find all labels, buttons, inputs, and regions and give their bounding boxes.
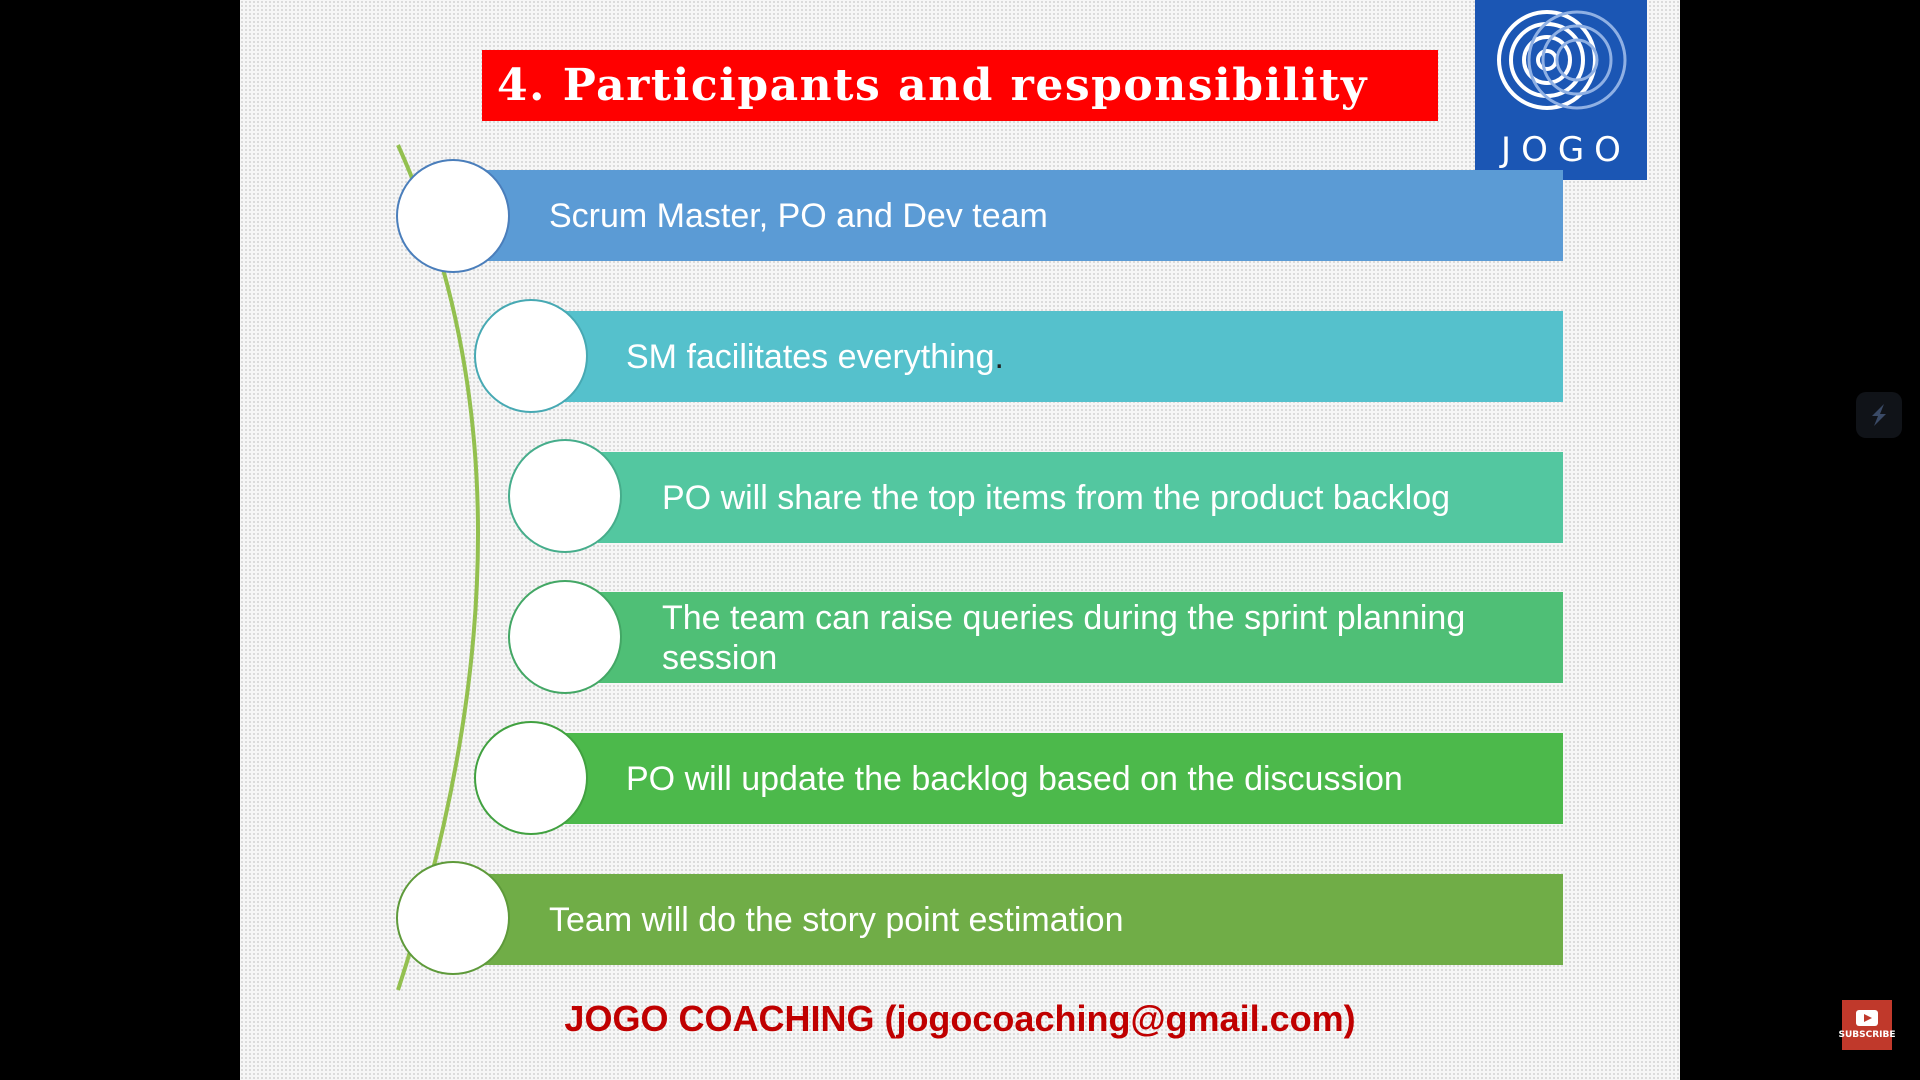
list-item: PO will update the backlog based on the …: [562, 733, 1563, 824]
list-item-text: PO will update the backlog based on the …: [626, 759, 1403, 798]
title-banner: 4. Participants and responsibility: [482, 50, 1438, 121]
list-bullet: [474, 299, 588, 413]
streamline-icon[interactable]: [1856, 392, 1902, 438]
concentric-rings-icon: [1497, 10, 1627, 110]
list-item: The team can raise queries during the sp…: [598, 592, 1563, 683]
list-bullet: [508, 439, 622, 553]
subscribe-label: SUBSCRIBE: [1838, 1030, 1896, 1040]
list-item: PO will share the top items from the pro…: [598, 452, 1563, 543]
list-item-text: Scrum Master, PO and Dev team: [549, 196, 1048, 235]
list-bullet: [474, 721, 588, 835]
play-icon: [1856, 1010, 1878, 1026]
list-bullet: [396, 159, 510, 273]
list-item-text: SM facilitates everything.: [626, 337, 1004, 376]
list-item-text: PO will share the top items from the pro…: [662, 478, 1451, 517]
slide-title: 4. Participants and responsibility: [497, 60, 1368, 111]
lightning-s-icon: [1872, 404, 1886, 426]
list-item-text: The team can raise queries during the sp…: [662, 598, 1466, 677]
list-bullet: [396, 861, 510, 975]
subscribe-icon[interactable]: SUBSCRIBE: [1838, 1000, 1896, 1050]
contact-footer: JOGO COACHING (jogocoaching@gmail.com): [564, 998, 1356, 1039]
list-item-text: Team will do the story point estimation: [549, 900, 1124, 939]
jogo-logo: JOGO: [1475, 0, 1647, 180]
presentation-slide: 4. Participants and responsibility JOGO …: [240, 0, 1680, 1080]
list-item: Scrum Master, PO and Dev team: [485, 170, 1563, 261]
logo-text: JOGO: [1501, 130, 1631, 170]
list-item: SM facilitates everything.: [562, 311, 1563, 402]
list-item: Team will do the story point estimation: [485, 874, 1563, 965]
list-bullet: [508, 580, 622, 694]
